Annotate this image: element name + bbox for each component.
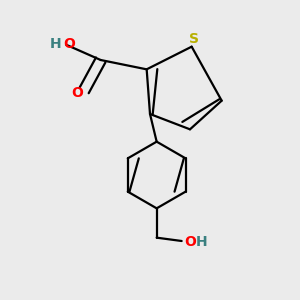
Text: S: S (189, 32, 199, 46)
Text: O: O (71, 86, 83, 100)
Text: O: O (63, 37, 75, 51)
Text: H: H (196, 235, 208, 249)
Text: H: H (50, 37, 62, 51)
Text: O: O (184, 235, 196, 249)
